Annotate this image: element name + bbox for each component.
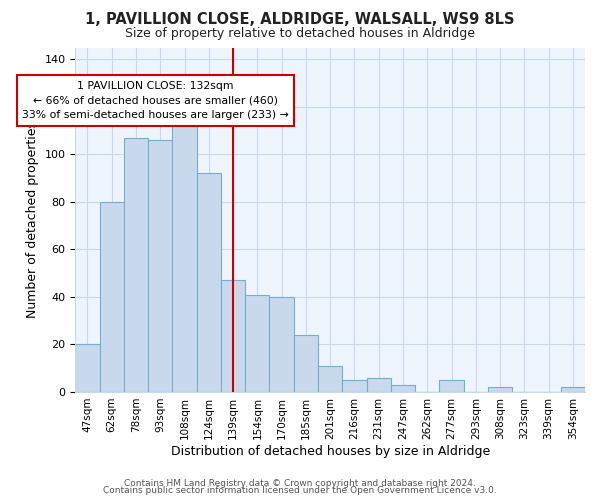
Bar bbox=[439, 380, 464, 392]
Bar bbox=[172, 124, 197, 392]
Bar bbox=[148, 140, 172, 392]
Bar bbox=[124, 138, 148, 392]
Bar bbox=[294, 335, 318, 392]
Bar bbox=[318, 366, 342, 392]
Y-axis label: Number of detached properties: Number of detached properties bbox=[26, 121, 39, 318]
Bar bbox=[100, 202, 124, 392]
Text: Contains public sector information licensed under the Open Government Licence v3: Contains public sector information licen… bbox=[103, 486, 497, 495]
Bar bbox=[391, 385, 415, 392]
Bar bbox=[342, 380, 367, 392]
Bar bbox=[488, 387, 512, 392]
Text: Size of property relative to detached houses in Aldridge: Size of property relative to detached ho… bbox=[125, 28, 475, 40]
Bar bbox=[221, 280, 245, 392]
Bar bbox=[269, 297, 294, 392]
Bar bbox=[245, 294, 269, 392]
Bar bbox=[561, 387, 585, 392]
Text: Contains HM Land Registry data © Crown copyright and database right 2024.: Contains HM Land Registry data © Crown c… bbox=[124, 478, 476, 488]
Bar bbox=[367, 378, 391, 392]
Bar bbox=[76, 344, 100, 392]
X-axis label: Distribution of detached houses by size in Aldridge: Distribution of detached houses by size … bbox=[170, 444, 490, 458]
Text: 1 PAVILLION CLOSE: 132sqm
← 66% of detached houses are smaller (460)
33% of semi: 1 PAVILLION CLOSE: 132sqm ← 66% of detac… bbox=[22, 81, 289, 120]
Bar bbox=[197, 174, 221, 392]
Text: 1, PAVILLION CLOSE, ALDRIDGE, WALSALL, WS9 8LS: 1, PAVILLION CLOSE, ALDRIDGE, WALSALL, W… bbox=[85, 12, 515, 28]
